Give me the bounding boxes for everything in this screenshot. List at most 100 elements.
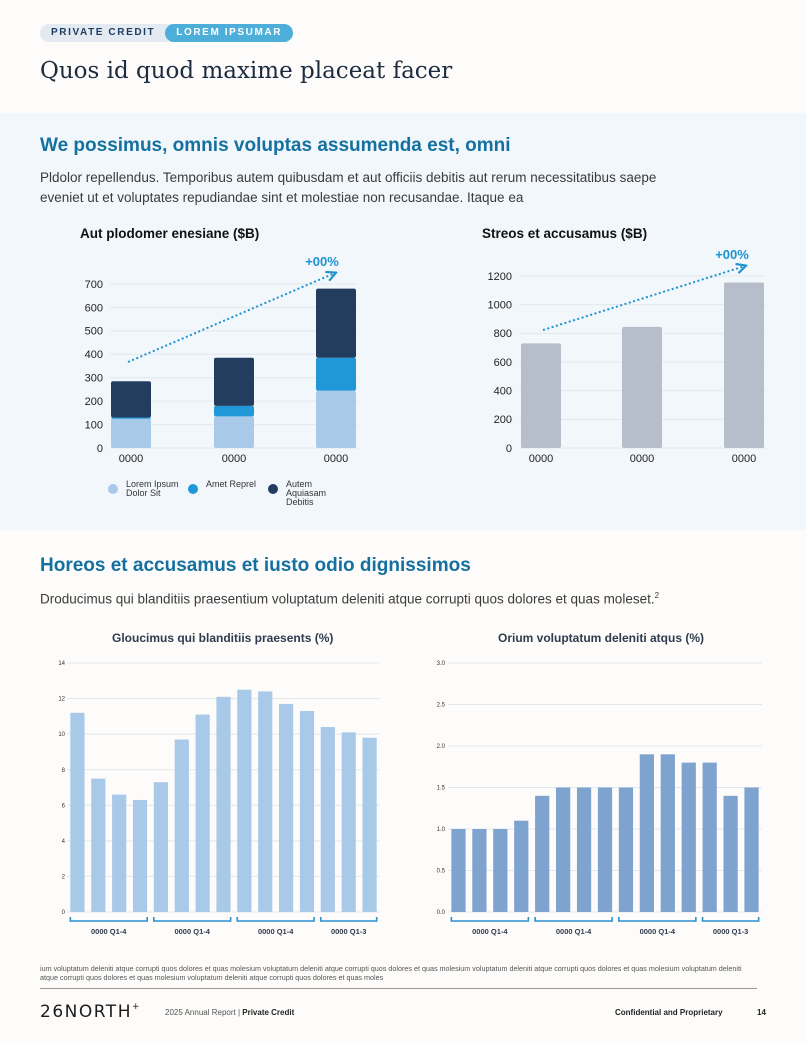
chart3-title: Gloucimus qui blanditiis praesents (%) bbox=[112, 631, 334, 645]
section-heading-1: We possimus, omnis voluptas assumenda es… bbox=[40, 135, 511, 156]
y-tick-label: 14 bbox=[58, 661, 65, 667]
footnote-ref: 2 bbox=[654, 591, 660, 600]
y-tick-label: 1.5 bbox=[437, 786, 446, 792]
bar bbox=[681, 762, 696, 912]
bar-segment-1 bbox=[214, 416, 254, 448]
footer-divider bbox=[40, 988, 757, 989]
bar-segment-3 bbox=[214, 357, 254, 406]
highlight-band bbox=[0, 113, 806, 530]
group-bracket bbox=[153, 917, 232, 922]
x-tick-label: 0000 bbox=[222, 453, 246, 465]
x-tick-label: 0000 bbox=[119, 453, 143, 465]
group-label: 0000 Q1-4 bbox=[258, 927, 294, 936]
bar-segment-2 bbox=[214, 405, 254, 417]
group-bracket bbox=[701, 917, 760, 922]
y-tick-label: 2.0 bbox=[437, 744, 446, 750]
group-label: 0000 Q1-4 bbox=[91, 927, 127, 936]
growth-annotation: +00% bbox=[305, 254, 339, 269]
y-tick-label: 0.5 bbox=[437, 869, 446, 875]
growth-annotation: +00% bbox=[715, 247, 749, 262]
footer-report-bold: Private Credit bbox=[242, 1008, 295, 1017]
logo-mark: + bbox=[131, 1002, 142, 1012]
logo-text: 26NORTH bbox=[40, 1002, 132, 1022]
bar bbox=[132, 799, 148, 912]
y-tick-label: 700 bbox=[85, 279, 103, 291]
y-tick-label: 600 bbox=[85, 302, 103, 314]
bar bbox=[618, 787, 634, 912]
chart4-title: Orium voluptatum deleniti atqus (%) bbox=[498, 631, 705, 645]
x-tick-label: 0000 bbox=[324, 453, 348, 465]
bar-segment-2 bbox=[316, 357, 356, 391]
y-tick-label: 100 bbox=[85, 419, 103, 431]
y-tick-label: 0.0 bbox=[437, 910, 446, 916]
y-tick-label: 600 bbox=[494, 357, 512, 369]
legend-swatch bbox=[108, 484, 118, 494]
footer-report-title: 2025 Annual Report | Private Credit bbox=[165, 1008, 294, 1017]
y-tick-label: 2 bbox=[62, 875, 66, 881]
bar bbox=[70, 712, 85, 912]
y-tick-label: 800 bbox=[494, 328, 512, 340]
bar bbox=[216, 696, 231, 912]
section-body-1: Pldolor repellendus. Temporibus autem qu… bbox=[40, 170, 657, 205]
bar bbox=[622, 326, 662, 448]
bar bbox=[258, 691, 273, 912]
group-bracket bbox=[450, 917, 530, 922]
group-bracket bbox=[618, 917, 697, 922]
bar bbox=[660, 754, 675, 912]
bar bbox=[174, 739, 189, 912]
x-tick-label: 0000 bbox=[529, 453, 553, 465]
bar bbox=[112, 794, 127, 912]
bar bbox=[91, 778, 106, 912]
tag-secondary: LOREM IPSUMAR bbox=[165, 24, 294, 42]
bar bbox=[723, 795, 738, 912]
x-tick-label: 0000 bbox=[732, 453, 756, 465]
legend-swatch bbox=[188, 484, 198, 494]
legend-item: Amet Reprel bbox=[188, 480, 268, 507]
page-number: 14 bbox=[757, 1008, 766, 1017]
bar bbox=[472, 829, 487, 912]
group-label: 0000 Q1-4 bbox=[640, 927, 676, 936]
bar-segment-3 bbox=[316, 288, 356, 358]
y-tick-label: 0 bbox=[62, 910, 66, 916]
tag-private-credit: PRIVATE CREDIT bbox=[40, 24, 186, 42]
group-label: 0000 Q1-3 bbox=[713, 927, 748, 936]
footnote: ium voluptatum deleniti atque corrupti q… bbox=[40, 964, 742, 982]
bar-segment-1 bbox=[316, 390, 356, 448]
section-body-2: Droducimus qui blanditiis praesentium vo… bbox=[40, 586, 760, 610]
group-bracket bbox=[236, 917, 315, 922]
bar bbox=[362, 737, 377, 912]
chart2-title: Streos et accusamus ($B) bbox=[482, 226, 648, 241]
legend-swatch bbox=[268, 484, 278, 494]
group-bracket bbox=[534, 917, 613, 922]
bar-segment-1 bbox=[111, 418, 151, 448]
y-tick-label: 1.0 bbox=[437, 827, 446, 833]
bar bbox=[724, 282, 764, 448]
bar bbox=[493, 829, 508, 912]
y-tick-label: 1200 bbox=[488, 271, 512, 283]
legend-label: Autem Aquiasam Debitis bbox=[286, 479, 327, 507]
y-tick-label: 400 bbox=[85, 349, 103, 361]
bar bbox=[576, 787, 592, 912]
bar bbox=[451, 829, 466, 912]
bar-segment-3 bbox=[111, 381, 151, 418]
y-tick-label: 4 bbox=[62, 839, 66, 845]
footer-confidential: Confidential and Proprietary bbox=[615, 1008, 723, 1017]
bar bbox=[744, 787, 759, 912]
bar bbox=[341, 732, 356, 912]
bar bbox=[702, 762, 717, 912]
y-tick-label: 200 bbox=[85, 396, 103, 408]
bar bbox=[237, 689, 252, 912]
bar bbox=[521, 343, 561, 448]
y-tick-label: 12 bbox=[58, 697, 65, 703]
legend-item: Autem Aquiasam Debitis bbox=[268, 480, 348, 507]
y-tick-label: 2.5 bbox=[437, 703, 446, 709]
chart1-legend: Lorem Ipsum Dolor Sit Amet Reprel Autem … bbox=[108, 480, 348, 507]
group-bracket bbox=[319, 917, 378, 922]
bar bbox=[153, 782, 168, 912]
company-logo: 26NORTH+ bbox=[40, 1002, 141, 1022]
y-tick-label: 6 bbox=[62, 803, 66, 809]
y-tick-label: 3.0 bbox=[437, 661, 446, 667]
legend-item: Lorem Ipsum Dolor Sit bbox=[108, 480, 188, 507]
